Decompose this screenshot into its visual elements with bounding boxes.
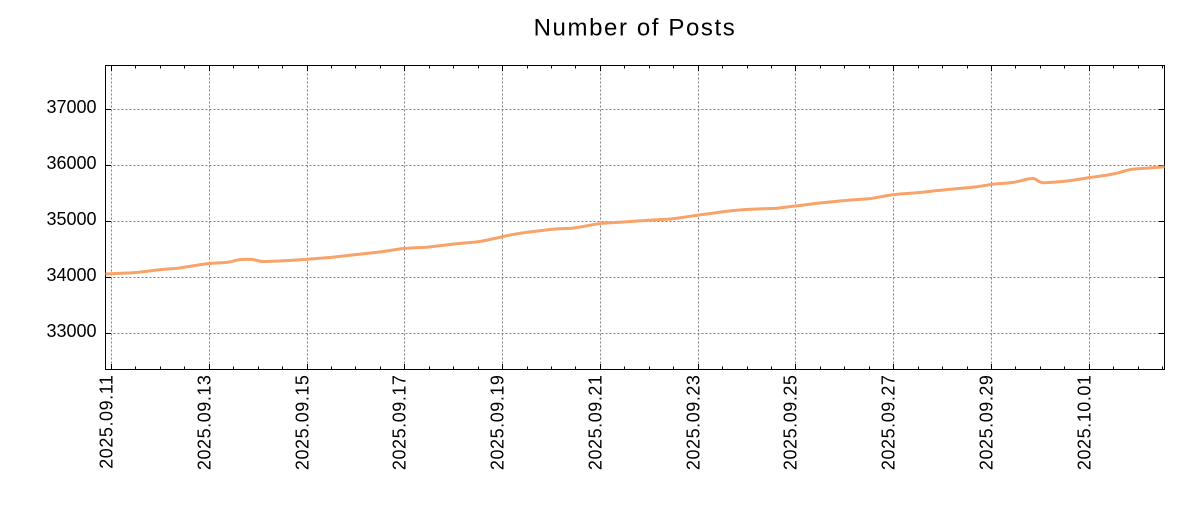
svg-text:36000: 36000 [46,153,96,173]
svg-text:35000: 35000 [46,209,96,229]
svg-text:2025.09.11: 2025.09.11 [96,375,116,469]
svg-text:2025.09.13: 2025.09.13 [194,375,214,471]
svg-text:2025.09.19: 2025.09.19 [487,375,507,471]
svg-text:2025.09.23: 2025.09.23 [683,375,703,471]
svg-text:2025.09.15: 2025.09.15 [292,375,312,471]
svg-text:2025.09.25: 2025.09.25 [780,375,800,471]
svg-text:2025.09.21: 2025.09.21 [585,375,605,471]
svg-text:2025.09.27: 2025.09.27 [878,375,898,471]
svg-text:Number of Posts: Number of Posts [534,15,737,42]
svg-text:2025.10.01: 2025.10.01 [1074,375,1094,471]
svg-text:33000: 33000 [46,321,96,341]
svg-text:2025.09.29: 2025.09.29 [976,375,996,471]
svg-text:37000: 37000 [46,97,96,117]
svg-text:2025.09.17: 2025.09.17 [389,375,409,471]
svg-text:34000: 34000 [46,265,96,285]
